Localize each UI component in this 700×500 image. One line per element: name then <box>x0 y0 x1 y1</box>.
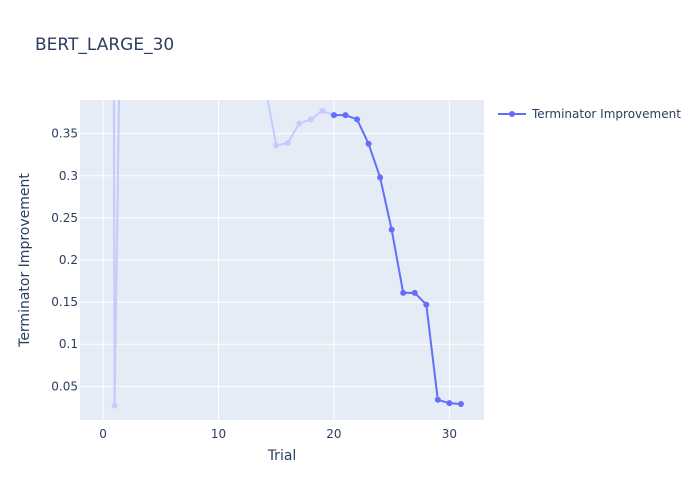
legend-marker-swatch <box>509 111 515 117</box>
tick-labels: 0 10 20 30 0.05 0.1 0.15 0.2 0.25 0.3 0.35 <box>51 127 457 441</box>
x-axis-title: Trial <box>267 448 297 464</box>
y-tick-label: 0.35 <box>51 127 78 141</box>
data-point[interactable] <box>434 396 441 403</box>
data-point[interactable] <box>457 401 464 407</box>
data-point[interactable] <box>423 301 430 308</box>
y-axis-title: Terminator Improvement <box>17 173 33 348</box>
y-tick-label: 0.05 <box>51 379 78 393</box>
faded-data-point[interactable] <box>284 139 291 146</box>
grid-lines <box>80 100 484 420</box>
series-layer <box>111 80 464 409</box>
faded-data-point[interactable] <box>111 402 118 409</box>
data-point[interactable] <box>446 400 453 407</box>
data-point[interactable] <box>330 112 337 119</box>
y-tick-label: 0.15 <box>51 295 78 309</box>
x-tick-label: 30 <box>442 427 457 441</box>
y-tick-label: 0.25 <box>51 211 78 225</box>
data-point[interactable] <box>400 289 407 296</box>
faded-data-point[interactable] <box>273 142 280 149</box>
data-point[interactable] <box>377 174 384 181</box>
chart-title: BERT_LARGE_30 <box>35 35 174 55</box>
y-tick-label: 0.3 <box>59 169 78 183</box>
x-tick-label: 10 <box>211 427 226 441</box>
legend[interactable]: Terminator Improvement <box>498 107 681 121</box>
data-point[interactable] <box>354 116 361 123</box>
x-tick-label: 20 <box>326 427 341 441</box>
x-tick-label: 0 <box>99 427 107 441</box>
data-point[interactable] <box>365 140 372 147</box>
legend-label: Terminator Improvement <box>531 107 681 121</box>
faded-series-line <box>112 100 335 407</box>
data-point[interactable] <box>342 112 349 119</box>
data-point[interactable] <box>388 226 395 233</box>
faded-data-point[interactable] <box>296 120 303 127</box>
faded-data-point[interactable] <box>319 107 326 114</box>
faded-data-point[interactable] <box>307 116 314 123</box>
data-point[interactable] <box>411 289 418 296</box>
y-tick-label: 0.1 <box>59 337 78 351</box>
y-tick-label: 0.2 <box>59 253 78 267</box>
faded-data-point[interactable] <box>262 80 268 86</box>
